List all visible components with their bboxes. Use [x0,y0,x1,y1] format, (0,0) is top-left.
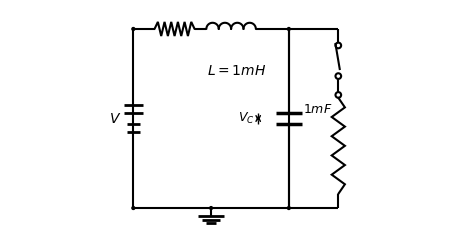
Circle shape [132,27,135,30]
Text: $V$: $V$ [109,111,121,126]
Text: $1mF$: $1mF$ [303,103,332,116]
Text: $V_C$: $V_C$ [238,111,255,126]
Circle shape [287,207,290,210]
Text: $L = 1mH$: $L = 1mH$ [208,64,266,78]
Circle shape [287,27,290,30]
Circle shape [132,207,135,210]
Circle shape [210,207,212,210]
